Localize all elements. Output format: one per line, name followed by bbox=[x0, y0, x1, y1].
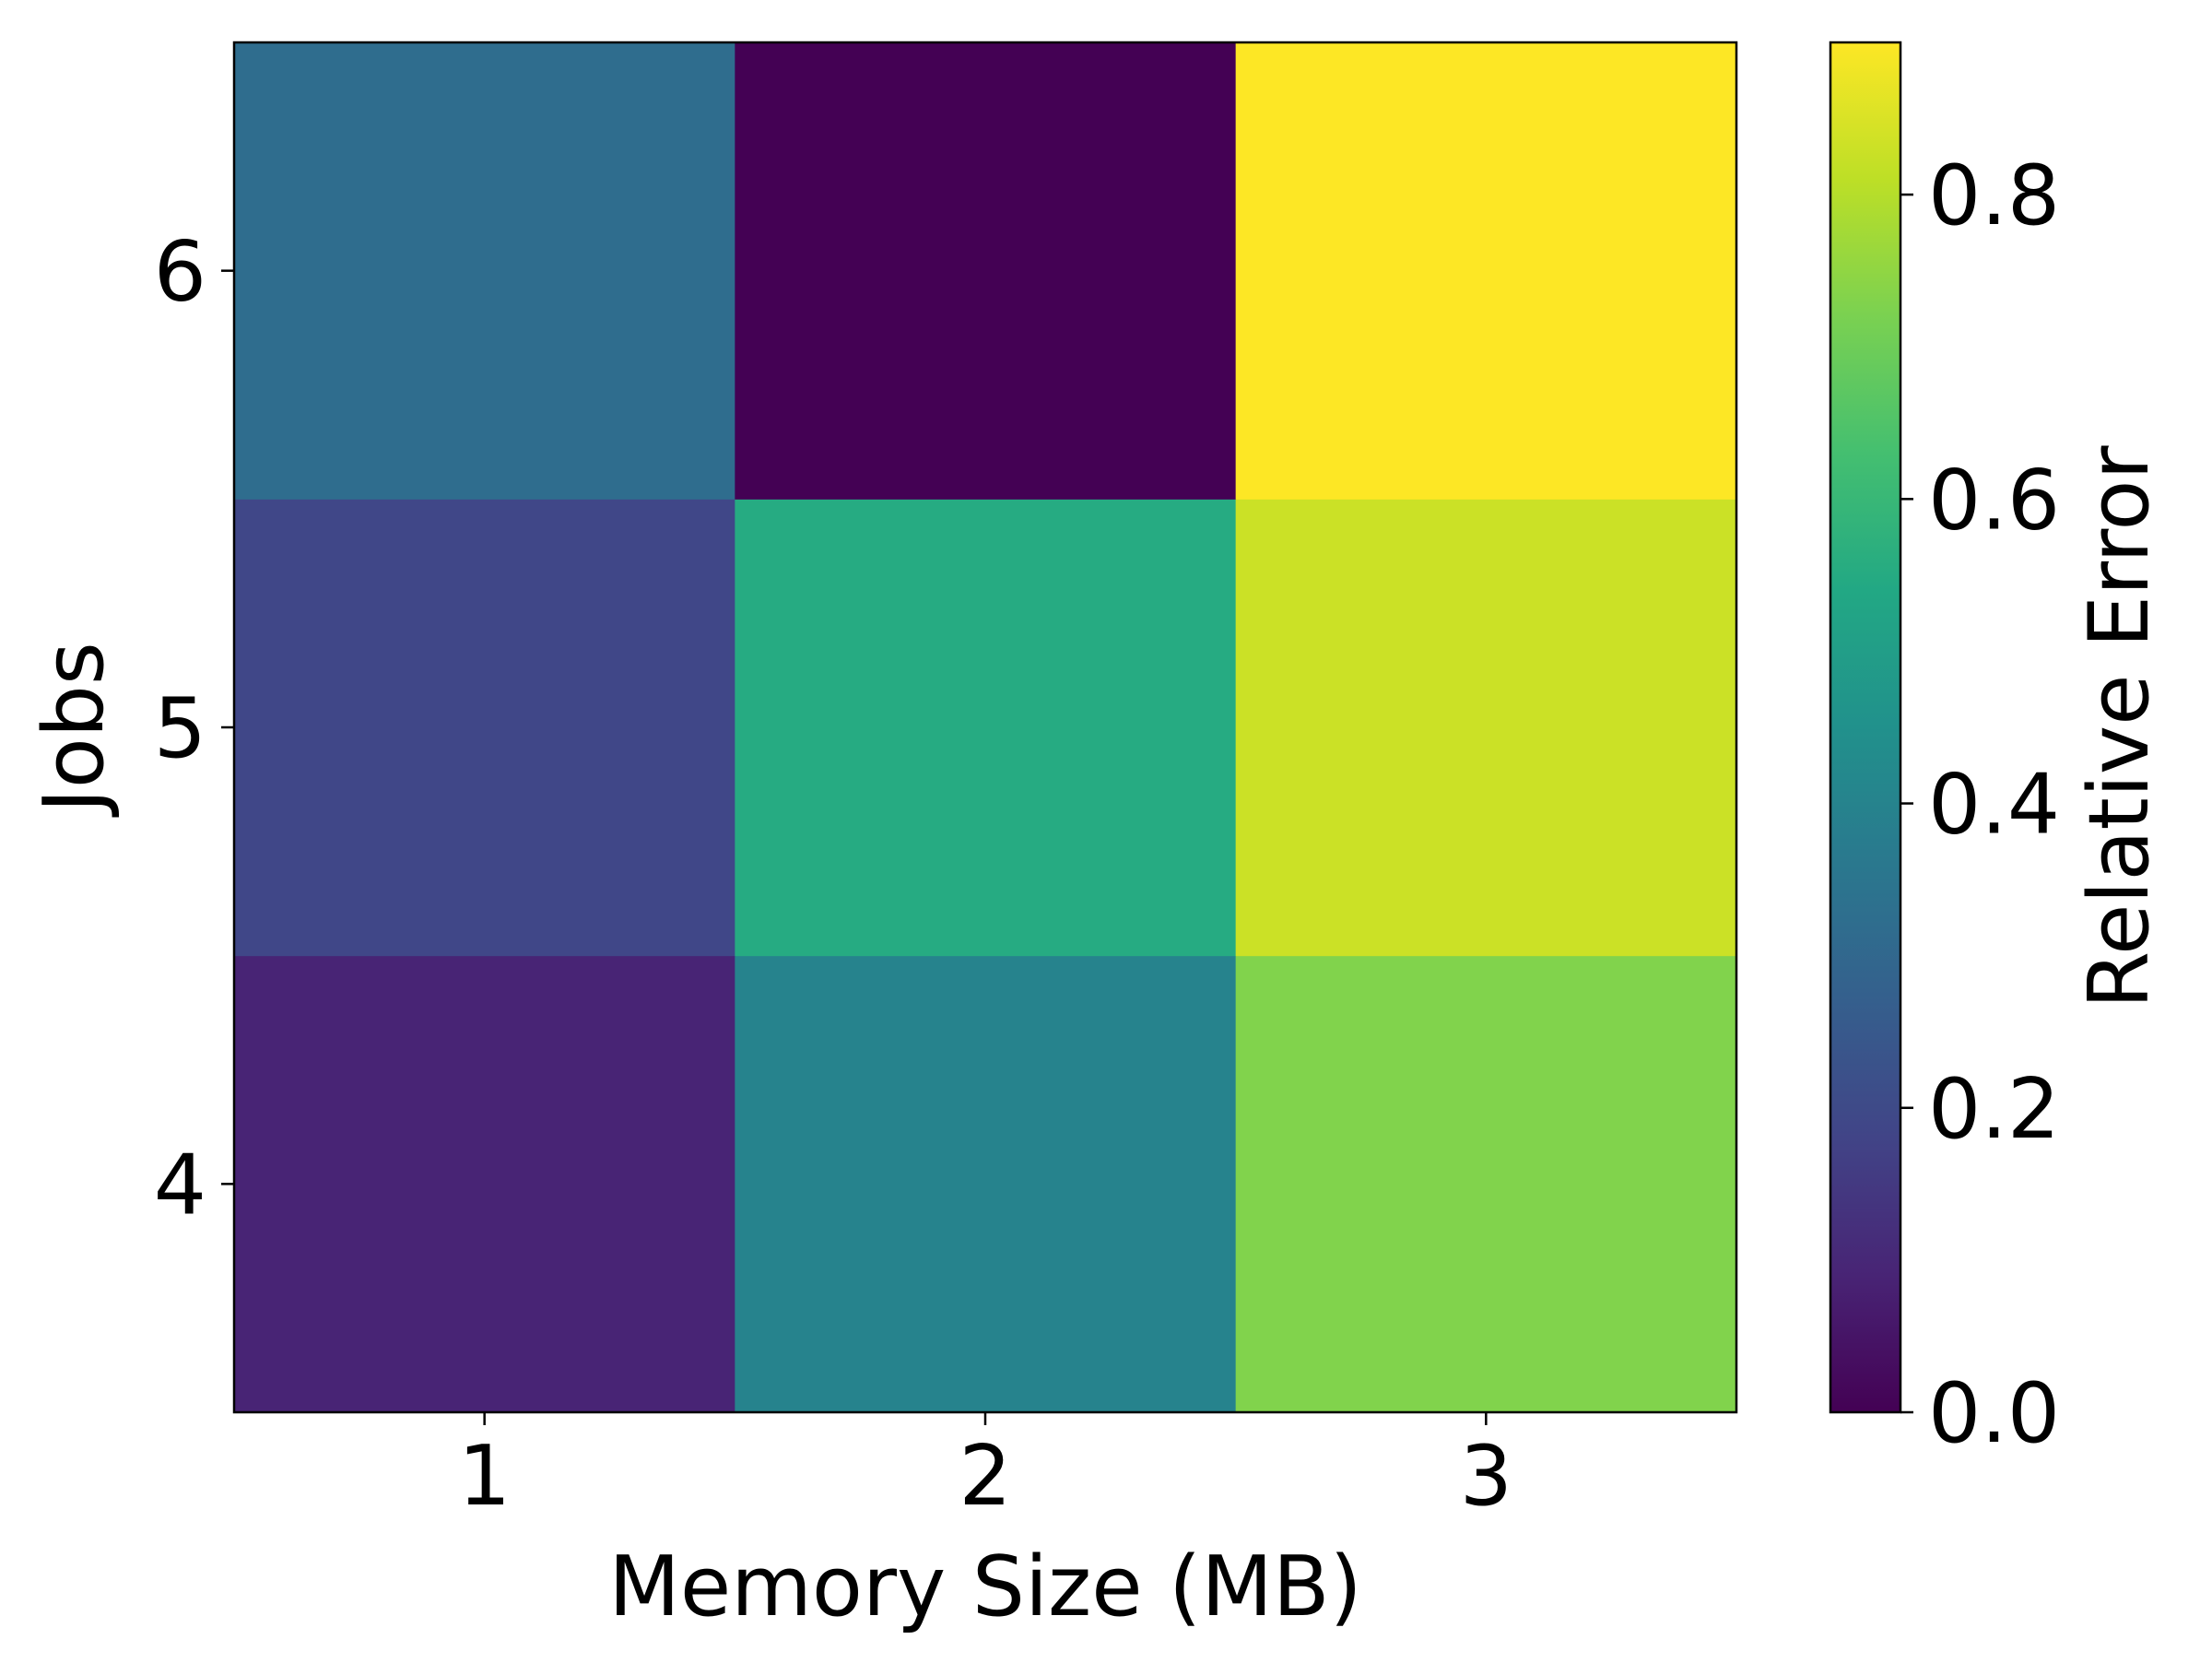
colorbar-ticks: 0.0 0.2 0.4 0.6 0.8 bbox=[1900, 147, 2060, 1462]
colorbar-tick-label: 0.6 bbox=[1928, 452, 2060, 548]
y-tick-label: 6 bbox=[154, 224, 206, 321]
x-tick-label: 3 bbox=[1460, 1428, 1512, 1525]
x-tick-label: 2 bbox=[959, 1428, 1011, 1525]
y-tick-label: 4 bbox=[154, 1137, 206, 1233]
colorbar-tick-label: 0.0 bbox=[1928, 1365, 2060, 1462]
heatmap-cell-jobs-4-mem-3 bbox=[1235, 955, 1737, 1413]
x-tick-label: 1 bbox=[458, 1428, 511, 1525]
heatmap-cell-jobs-4-mem-2 bbox=[735, 955, 1237, 1413]
heatmap-cell-jobs-4-mem-1 bbox=[234, 955, 735, 1413]
y-tick-label: 5 bbox=[154, 680, 206, 777]
y-axis-ticks: 4 5 6 bbox=[154, 224, 234, 1233]
heatmap-cell-jobs-5-mem-1 bbox=[234, 499, 735, 957]
heatmap-cell-jobs-5-mem-3 bbox=[1235, 499, 1737, 957]
colorbar-label: Relative Error bbox=[2071, 446, 2168, 1009]
colorbar-tick-label: 0.8 bbox=[1928, 147, 2060, 244]
y-axis-label: Jobs bbox=[26, 642, 123, 818]
colorbar-tick-label: 0.2 bbox=[1928, 1061, 2060, 1158]
heatmap-cell-jobs-6-mem-1 bbox=[234, 42, 735, 500]
heatmap-cell-jobs-5-mem-2 bbox=[735, 499, 1237, 957]
heatmap-cell-jobs-6-mem-3 bbox=[1235, 42, 1737, 500]
colorbar-tick-label: 0.4 bbox=[1928, 757, 2060, 854]
colorbar bbox=[1829, 41, 1902, 1414]
x-axis-ticks: 1 2 3 bbox=[458, 1412, 1512, 1525]
heatmap-cells bbox=[234, 42, 1737, 1413]
x-axis-label: Memory Size (MB) bbox=[608, 1539, 1362, 1635]
heatmap-cell-jobs-6-mem-2 bbox=[735, 42, 1237, 500]
